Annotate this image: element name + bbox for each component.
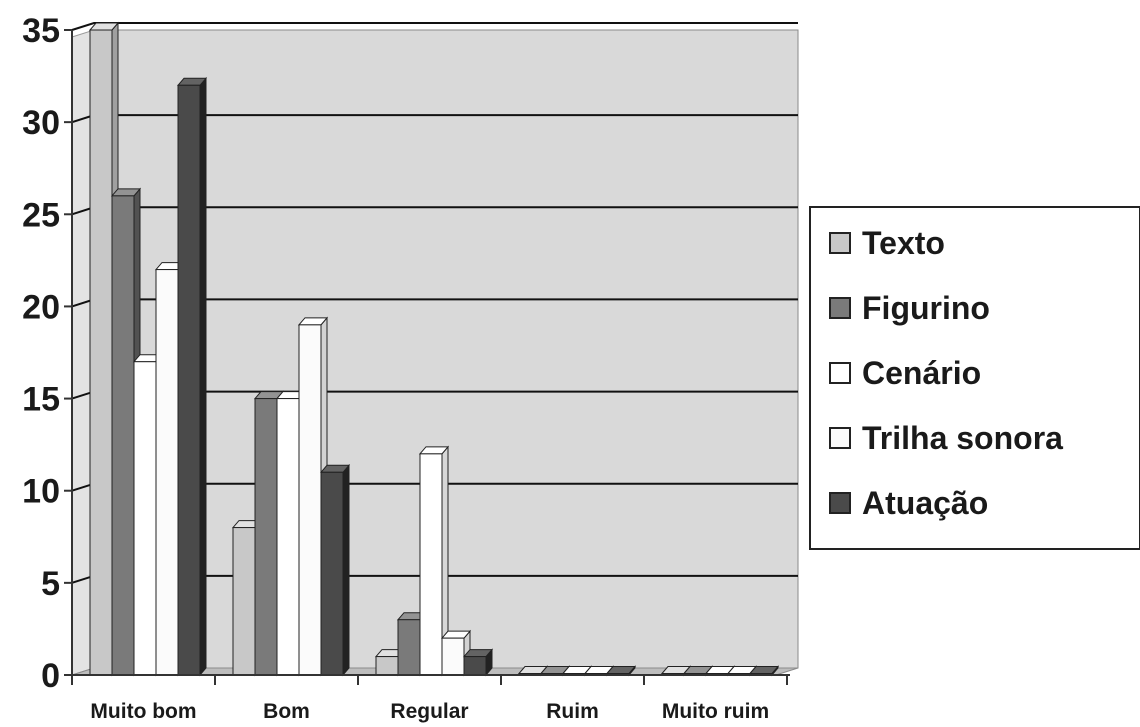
legend-label: Cenário [862,355,981,391]
legend-label: Figurino [862,290,990,326]
bar [319,463,351,677]
legend-label: Atuação [862,485,988,521]
y-tick-label: 15 [22,381,60,419]
legend-swatch [829,362,851,384]
x-tick-label: Muito bom [90,700,196,723]
bar [605,665,637,677]
legend: Texto Figurino Cenário Trilha sonora Atuação [809,206,1140,550]
bars [88,21,780,677]
y-tick-label: 20 [22,288,60,326]
y-tick-label: 25 [22,196,60,234]
x-tick-label: Muito ruim [662,700,769,723]
y-tick-label: 35 [22,12,60,50]
legend-box [809,206,1140,550]
x-tick-label: Ruim [546,700,599,723]
gridline [71,22,798,31]
legend-swatch [829,492,851,514]
y-tick-label: 0 [41,657,60,695]
x-tick-label: Bom [263,700,310,723]
legend-swatch [829,297,851,319]
y-tick-label: 10 [22,473,60,511]
legend-swatch [829,427,851,449]
bar [176,76,208,677]
bar [462,648,494,677]
y-tick-label: 30 [22,104,60,142]
legend-label: Texto [862,225,945,261]
bar [418,445,450,677]
x-tick-label: Regular [390,700,468,723]
legend-label: Trilha sonora [862,420,1063,456]
y-tick-label: 5 [41,565,60,603]
axes: 0 5 10 15 20 25 30 35 Muito bom Bom Regular Ruim Mui… [22,12,790,723]
legend-swatch [829,232,851,254]
